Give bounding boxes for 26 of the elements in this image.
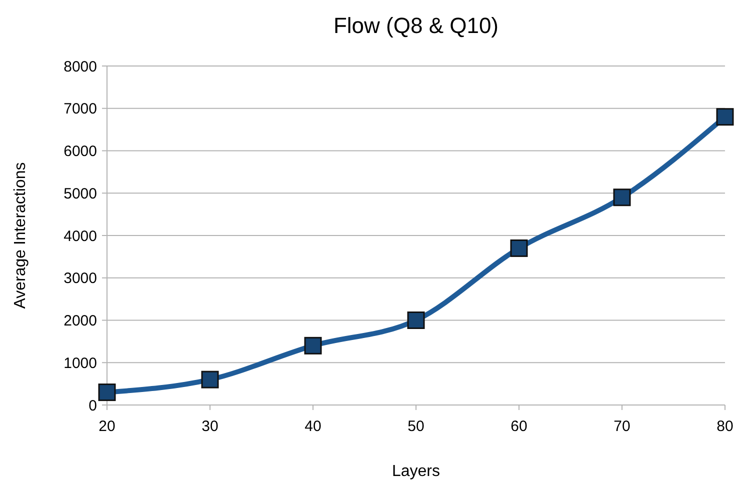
y-tick-label: 0: [88, 397, 97, 414]
y-tick-label: 5000: [64, 185, 97, 202]
point: [98, 384, 116, 402]
point: [407, 312, 425, 329]
y-axis-title: Average Interactions: [12, 162, 29, 309]
x-axis-title: Layers: [392, 463, 440, 480]
x-tick-label: 80: [716, 418, 734, 435]
point: [304, 336, 322, 354]
y-tick-label: 8000: [64, 58, 97, 76]
point: [510, 239, 528, 257]
y-tick-label: 1000: [64, 354, 97, 372]
point: [201, 370, 219, 388]
y-tick-label: 2000: [64, 312, 97, 330]
x-tick-label: 60: [510, 418, 528, 435]
x-tick-label: 70: [614, 418, 630, 435]
x-tick-label: 20: [98, 418, 116, 435]
point: [716, 108, 734, 126]
x-tick-label: 40: [304, 418, 322, 435]
y-tick-label: 6000: [64, 143, 97, 160]
x-tick-label: 50: [408, 418, 424, 435]
y-tick-label: 3000: [64, 270, 97, 288]
chart-title: Flow (Q8 & Q10): [333, 13, 499, 38]
y-tick-label: 4000: [64, 228, 97, 245]
y-tick-label: 7000: [64, 100, 97, 118]
point: [613, 188, 631, 206]
x-tick-label: 30: [202, 418, 218, 435]
